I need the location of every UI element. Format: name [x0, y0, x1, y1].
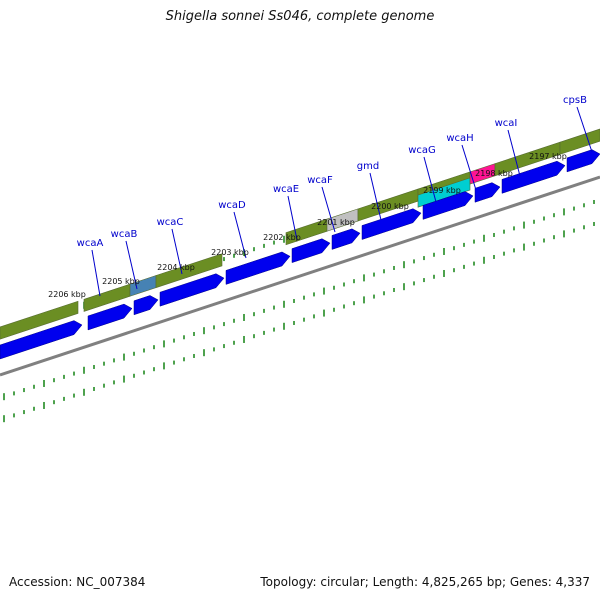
backbone: [0, 175, 600, 377]
backbone-line: [0, 175, 600, 377]
gene-label: wcaF: [307, 175, 333, 186]
gene-label: gmd: [357, 161, 379, 172]
position-label: 2206 kbp: [48, 290, 86, 299]
feature-highlight-cyan: [417, 177, 471, 208]
position-label: 2200 kbp: [371, 202, 409, 211]
accession-text: Accession: NC_007384: [9, 575, 146, 589]
gene-arrow: [225, 251, 291, 285]
gene-arrows: [0, 149, 600, 360]
gene-arrow: [0, 320, 83, 360]
position-label: 2197 kbp: [529, 152, 567, 161]
gene-label: wcaA: [77, 238, 104, 249]
position-label: 2205 kbp: [102, 277, 140, 286]
callout-line: [91, 249, 101, 297]
gene-label: cpsB: [563, 95, 587, 106]
gene-label: wcaD: [218, 200, 246, 211]
gene-callouts: wcaA wcaB wcaC wcaD wcaE wcaF gmd wcaG wcaH wcaI c…: [77, 95, 593, 297]
callout-line: [321, 186, 336, 233]
callout-line: [125, 240, 138, 290]
gene-arrow: [361, 208, 422, 240]
gene-arrow: [159, 273, 225, 307]
gene-arrow: [422, 191, 474, 220]
gene-arrow: [133, 295, 159, 316]
gene-arrow: [291, 238, 331, 263]
callout-line: [287, 195, 298, 241]
gene-arrow: [331, 228, 361, 250]
feature-bar: [155, 253, 223, 289]
callout-line: [507, 129, 521, 177]
callout-line: [576, 106, 593, 153]
gene-arrow: [566, 149, 600, 173]
gene-label: wcaB: [111, 229, 138, 240]
gene-label: wcaH: [446, 133, 473, 144]
gene-label: wcaI: [495, 118, 518, 129]
position-label: 2201 kbp: [317, 218, 355, 227]
gene-arrow: [474, 182, 501, 203]
callout-line: [461, 144, 477, 191]
feature-bar: [0, 300, 79, 340]
callout-line: [369, 172, 382, 221]
callout-line: [423, 156, 437, 203]
genome-summary: Topology: circular; Length: 4,825,265 bp…: [260, 575, 590, 589]
gene-arrow: [87, 303, 133, 331]
callout-line: [233, 211, 247, 259]
callout-line: [171, 228, 183, 275]
position-label: 2199 kbp: [423, 186, 461, 195]
position-label: 2202 kbp: [263, 233, 301, 242]
gene-label: wcaG: [408, 145, 436, 156]
position-labels: 2206 kbp 2205 kbp 2204 kbp 2203 kbp 2202 kbp…: [48, 152, 567, 299]
gene-label: wcaC: [157, 217, 184, 228]
position-label: 2204 kbp: [157, 263, 195, 272]
map-title: Shigella sonnei Ss046, complete genome: [165, 9, 435, 24]
gene-label: wcaE: [273, 184, 299, 195]
position-label: 2203 kbp: [211, 248, 249, 257]
feature-bar: [559, 128, 600, 155]
position-label: 2198 kbp: [475, 169, 513, 178]
gene-arrow: [501, 160, 566, 194]
